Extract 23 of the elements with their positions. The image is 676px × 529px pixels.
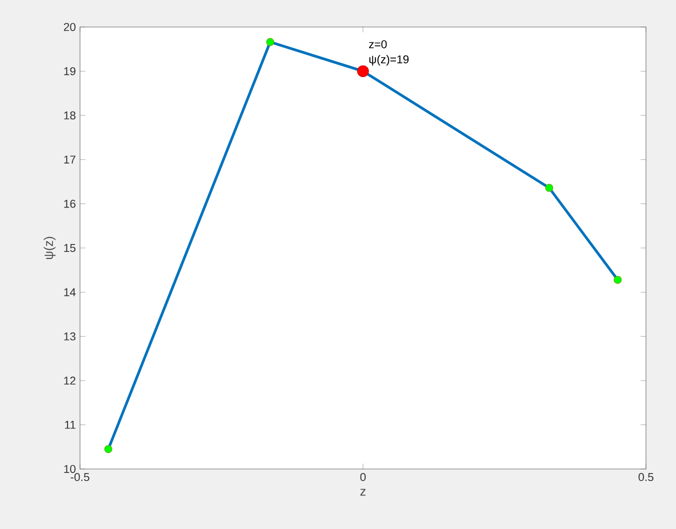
- point: [357, 65, 369, 78]
- y-tick-label: 12: [64, 376, 76, 385]
- x-tick-label: 0: [360, 473, 366, 482]
- y-axis-title: ψ(z): [44, 236, 56, 260]
- y-tick-label: 13: [64, 332, 76, 340]
- y-tick-label: 14: [64, 288, 76, 296]
- y-tick-label: 11: [65, 420, 76, 429]
- y-tick-label: 15: [64, 244, 76, 252]
- y-tick-label: 19: [64, 67, 76, 76]
- y-tick-label: 16: [64, 200, 76, 208]
- y-tick-label: 17: [64, 156, 76, 164]
- y-tick-label: 18: [64, 111, 76, 120]
- x-tick-label: -0.5: [70, 473, 90, 482]
- annotation: ψ(z)=19: [369, 55, 409, 66]
- annotation: z=0: [369, 40, 387, 48]
- y-tick-label: 20: [64, 22, 76, 32]
- y-tick-label: 10: [64, 464, 76, 473]
- point: [614, 276, 622, 284]
- point: [104, 445, 112, 454]
- x-tick-label: 0.5: [638, 473, 654, 482]
- x-axis-title: z: [360, 488, 366, 496]
- point: [545, 184, 554, 192]
- point: [266, 38, 274, 46]
